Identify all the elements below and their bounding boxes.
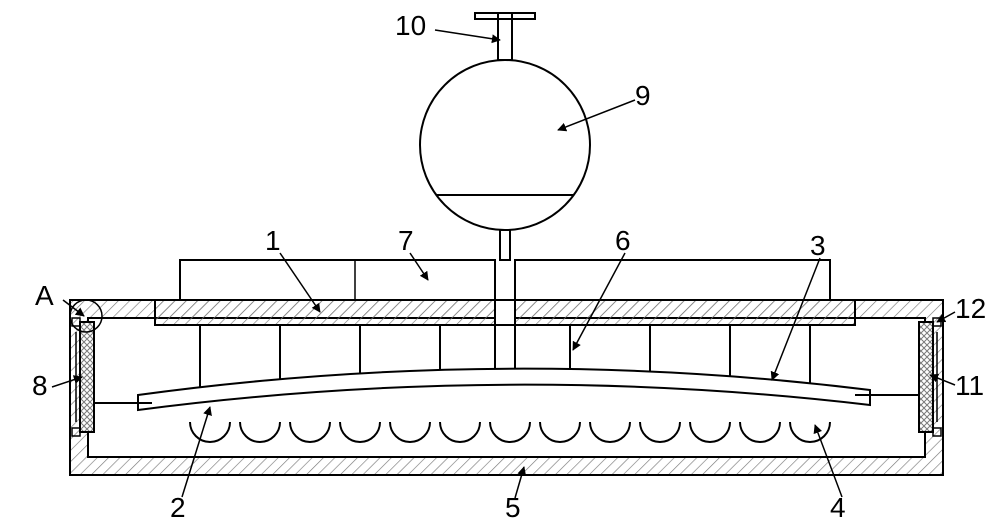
bump-8 [590,422,630,442]
bump-3 [340,422,380,442]
label-A: A [35,280,54,311]
label-7: 7 [398,225,414,256]
bump-2 [290,422,330,442]
label-11: 11 [955,370,984,401]
sphere-top-cap [475,13,535,19]
label-6: 6 [615,225,631,256]
channel-inner-outline [88,318,925,457]
leader-2 [182,407,210,497]
leader-9 [558,100,635,130]
bump-4 [390,422,430,442]
label-1: 1 [265,225,281,256]
arc-band [138,369,870,410]
bump-11 [740,422,780,442]
label-9: 9 [635,80,651,111]
label-10: 10 [395,10,426,41]
bump-10 [690,422,730,442]
bump-5 [440,422,480,442]
roof-panel-left [180,260,495,300]
bump-1 [240,422,280,442]
bump-7 [540,422,580,442]
label-3: 3 [810,230,826,261]
side-panel-right [919,322,933,432]
side-panel-left [80,322,94,432]
stem-lower [500,230,510,260]
leader-10 [435,30,500,40]
label-2: 2 [170,492,186,523]
roof-panel-right [515,260,830,300]
bump-0 [190,422,230,442]
bump-12 [790,422,830,442]
leader-7 [410,253,428,280]
sphere-top-stem [498,13,512,60]
diagram-labels: 123456789101112A [32,10,986,523]
label-4: 4 [830,492,846,523]
label-12: 12 [955,293,986,324]
bump-9 [640,422,680,442]
label-8: 8 [32,370,48,401]
top-slab-gap [495,299,515,326]
sphere-body [420,60,590,230]
bump-6 [490,422,530,442]
label-5: 5 [505,492,521,523]
